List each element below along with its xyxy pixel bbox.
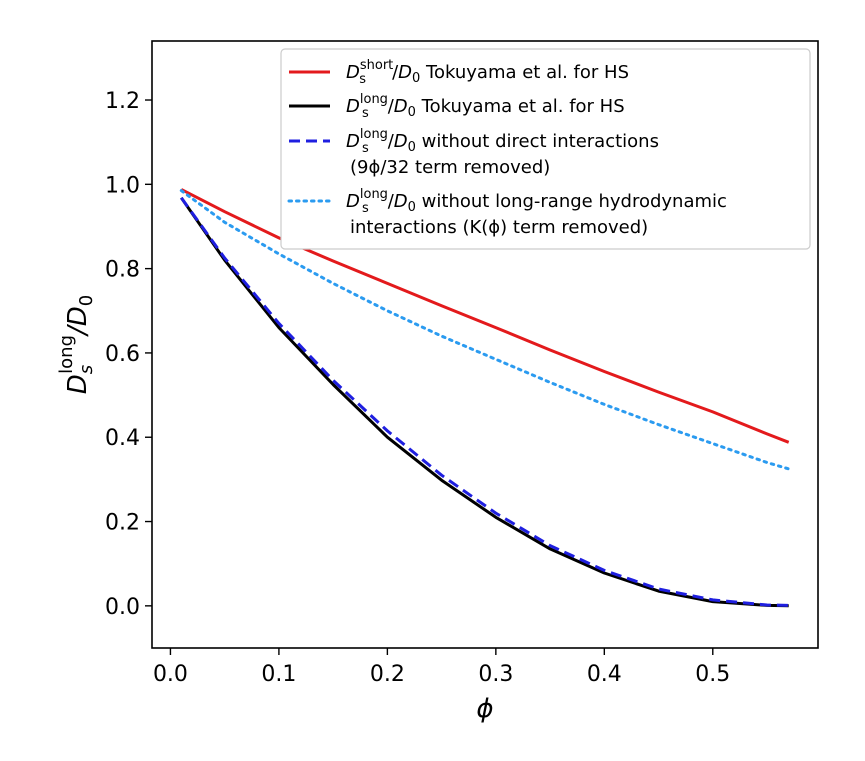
y-label-rest-sub: 0 — [76, 295, 97, 306]
y-axis-ticks: 0.0 0.2 0.4 0.6 0.8 1.0 1.2 — [105, 89, 152, 620]
x-axis-label: ϕ — [476, 694, 493, 724]
y-label-rest: /D — [63, 306, 93, 337]
legend-label-no-direct-line2: (9ϕ/32 term removed) — [350, 157, 550, 178]
y-label-sup: long — [56, 335, 77, 374]
x-tick-label: 0.3 — [478, 662, 513, 687]
series-line-short — [180, 188, 790, 444]
series-line-no-hydro — [179, 189, 791, 471]
y-tick-label: 0.8 — [105, 258, 140, 283]
plot-lines — [179, 188, 791, 608]
legend-label-long: Dlong s/D0 Tokuyama et al. for HS — [346, 92, 625, 121]
y-tick-label: 1.0 — [105, 173, 140, 198]
y-label-sub: s — [76, 365, 97, 374]
x-tick-label: 0.5 — [695, 662, 730, 687]
x-tick-label: 0.4 — [587, 662, 622, 687]
x-tick-label: 0.0 — [153, 662, 188, 687]
x-tick-label: 0.1 — [261, 662, 296, 687]
axes-frame — [151, 40, 819, 649]
legend-label-no-direct: Dlong s/D0 without direct interactions — [346, 127, 659, 156]
x-axis-ticks: 0.0 0.1 0.2 0.3 0.4 0.5 — [153, 648, 730, 687]
legend-label-short: Dshort s/D0 Tokuyama et al. for HS — [346, 58, 629, 87]
series-line-no-direct — [180, 196, 789, 607]
legend-label-no-hydro-line2: interactions (K(ϕ) term removed) — [350, 217, 648, 238]
y-label-base: D — [63, 374, 93, 394]
series-line-long — [180, 196, 789, 608]
y-tick-label: 0.0 — [105, 595, 140, 620]
x-tick-label: 0.2 — [370, 662, 405, 687]
legend: Dshort s/D0 Tokuyama et al. for HS Dlong s /… — [280, 48, 811, 250]
y-tick-label: 0.2 — [105, 511, 140, 536]
y-tick-label: 0.4 — [105, 426, 140, 451]
y-tick-label: 0.6 — [105, 342, 140, 367]
legend-box — [280, 48, 811, 250]
y-axis-label: Dslong/D0 — [56, 295, 97, 395]
legend-label-no-hydro: Dlong s/D0 without long-range hydrodynami… — [346, 187, 727, 216]
y-tick-label: 1.2 — [105, 89, 140, 114]
